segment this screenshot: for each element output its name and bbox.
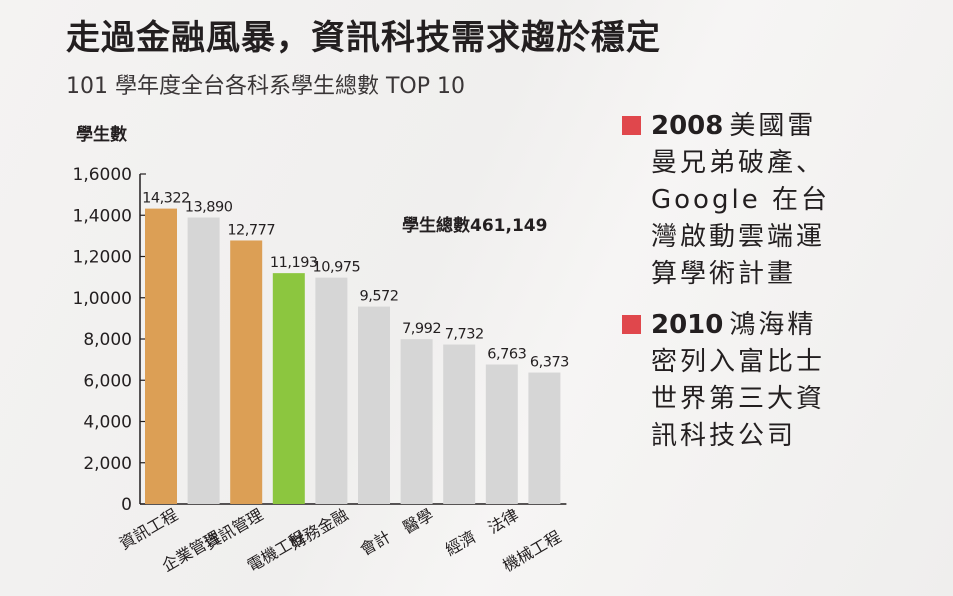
timeline-notes: 2008 美國雷曼兄弟破產、Google 在台灣啟動雲端運算學術計畫 2010 鴻海… xyxy=(622,108,852,469)
timeline-note-2008: 2008 美國雷曼兄弟破產、Google 在台灣啟動雲端運算學術計畫 xyxy=(622,108,852,293)
y-tick-label: 1,2000 xyxy=(73,248,132,268)
red-square-icon xyxy=(622,315,641,334)
x-tick-label: 機械工程 xyxy=(499,527,564,575)
y-tick-label: 1,4000 xyxy=(73,206,132,226)
bar xyxy=(485,364,518,504)
y-axis-label: 學生數 xyxy=(76,124,127,145)
note-text: 鴻海精密列入富比士世界第三大資訊科技公司 xyxy=(651,310,826,451)
data-label: 10,975 xyxy=(313,260,361,276)
y-tick-label: 1,6000 xyxy=(73,165,132,185)
chart-subtitle: 101 學年度全台各科系學生總數 TOP 10 xyxy=(66,74,465,99)
data-label: 11,193 xyxy=(270,255,318,271)
bar xyxy=(400,339,433,504)
bar xyxy=(443,344,476,504)
data-label: 13,890 xyxy=(185,200,233,216)
data-label: 6,373 xyxy=(530,355,569,371)
bar xyxy=(528,372,561,504)
data-label: 7,732 xyxy=(445,327,484,343)
x-tick-label: 醫學 xyxy=(399,505,436,537)
timeline-note-2010: 2010 鴻海精密列入富比士世界第三大資訊科技公司 xyxy=(622,307,852,455)
bar xyxy=(230,240,263,505)
y-tick-label: 2,000 xyxy=(83,454,132,474)
data-label: 7,992 xyxy=(402,321,441,337)
bar xyxy=(187,217,220,505)
note-year: 2010 xyxy=(651,310,724,340)
bar xyxy=(315,277,348,504)
x-tick-label: 法律 xyxy=(485,505,522,537)
page-title: 走過金融風暴，資訊科技需求趨於穩定 xyxy=(66,18,661,58)
bar xyxy=(358,306,390,504)
y-tick-label: 6,000 xyxy=(83,371,132,391)
bar xyxy=(145,208,177,504)
bar xyxy=(272,273,305,504)
x-tick-label: 經濟 xyxy=(442,527,479,559)
data-label: 14,322 xyxy=(142,191,190,207)
red-square-icon xyxy=(622,116,641,135)
note-year: 2008 xyxy=(651,111,724,141)
total-annotation: 學生總數461,149 xyxy=(402,215,547,236)
data-label: 12,777 xyxy=(227,222,275,238)
y-tick-label: 0 xyxy=(121,495,132,515)
note-text: 美國雷曼兄弟破產、Google 在台灣啟動雲端運算學術計畫 xyxy=(651,111,830,289)
y-tick-label: 4,000 xyxy=(83,413,132,433)
bar-chart: 學生數 0 2,000 4,000 6,000 8,000 1,0000 1,2000 1,40… xyxy=(73,124,570,575)
data-label: 9,572 xyxy=(359,289,398,305)
x-tick-label: 會計 xyxy=(357,527,394,559)
y-tick-label: 1,0000 xyxy=(73,289,132,309)
data-label: 6,763 xyxy=(487,347,526,363)
y-tick-label: 8,000 xyxy=(83,330,132,350)
